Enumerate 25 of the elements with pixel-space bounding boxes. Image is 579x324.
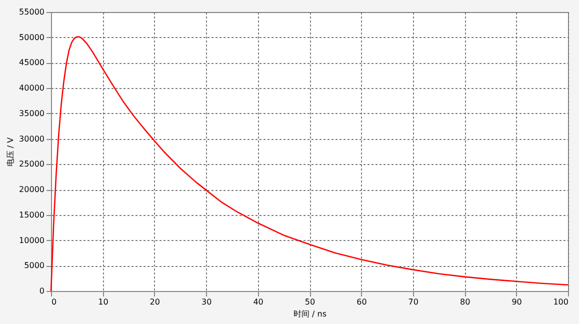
x-tick-label: 10	[98, 298, 108, 306]
y-tick-label: 25000	[19, 160, 44, 169]
x-tick-label: 20	[150, 298, 160, 306]
x-tick-label: 70	[408, 298, 418, 306]
y-tick-label: 20000	[19, 185, 44, 194]
x-tick-label: 60	[356, 298, 367, 306]
y-tick-label: 55000	[19, 8, 44, 16]
x-axis-title: 时间 / ns	[293, 310, 327, 318]
y-tick-label: 15000	[19, 210, 44, 220]
y-tick-label: 50000	[19, 32, 44, 42]
x-tick-label: 90	[512, 298, 522, 306]
y-tick-label: 40000	[19, 84, 44, 93]
y-tick-label: 45000	[19, 58, 44, 68]
y-axis-title: 电压 / V	[6, 136, 16, 167]
x-tick-label: 40	[253, 298, 264, 306]
x-tick-label: 30	[202, 298, 212, 306]
x-tick-label: 80	[460, 298, 470, 306]
y-tick-label: 10000	[19, 236, 44, 245]
y-tick-label: 35000	[19, 108, 44, 118]
y-tick-label: 30000	[19, 134, 44, 144]
x-tick-label: 100	[553, 298, 568, 306]
y-tick-label: 0	[39, 286, 44, 296]
x-tick-label: 50	[304, 298, 316, 306]
x-tick-label: 0	[52, 298, 57, 306]
y-tick-label: 5000	[24, 261, 44, 270]
